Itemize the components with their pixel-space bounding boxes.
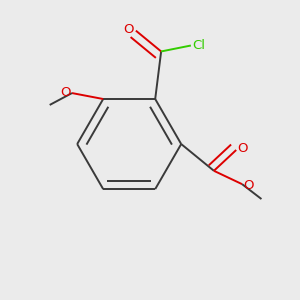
Text: O: O	[123, 23, 134, 36]
Text: O: O	[243, 179, 254, 192]
Text: Cl: Cl	[192, 39, 205, 52]
Text: O: O	[238, 142, 248, 155]
Text: O: O	[60, 86, 71, 99]
